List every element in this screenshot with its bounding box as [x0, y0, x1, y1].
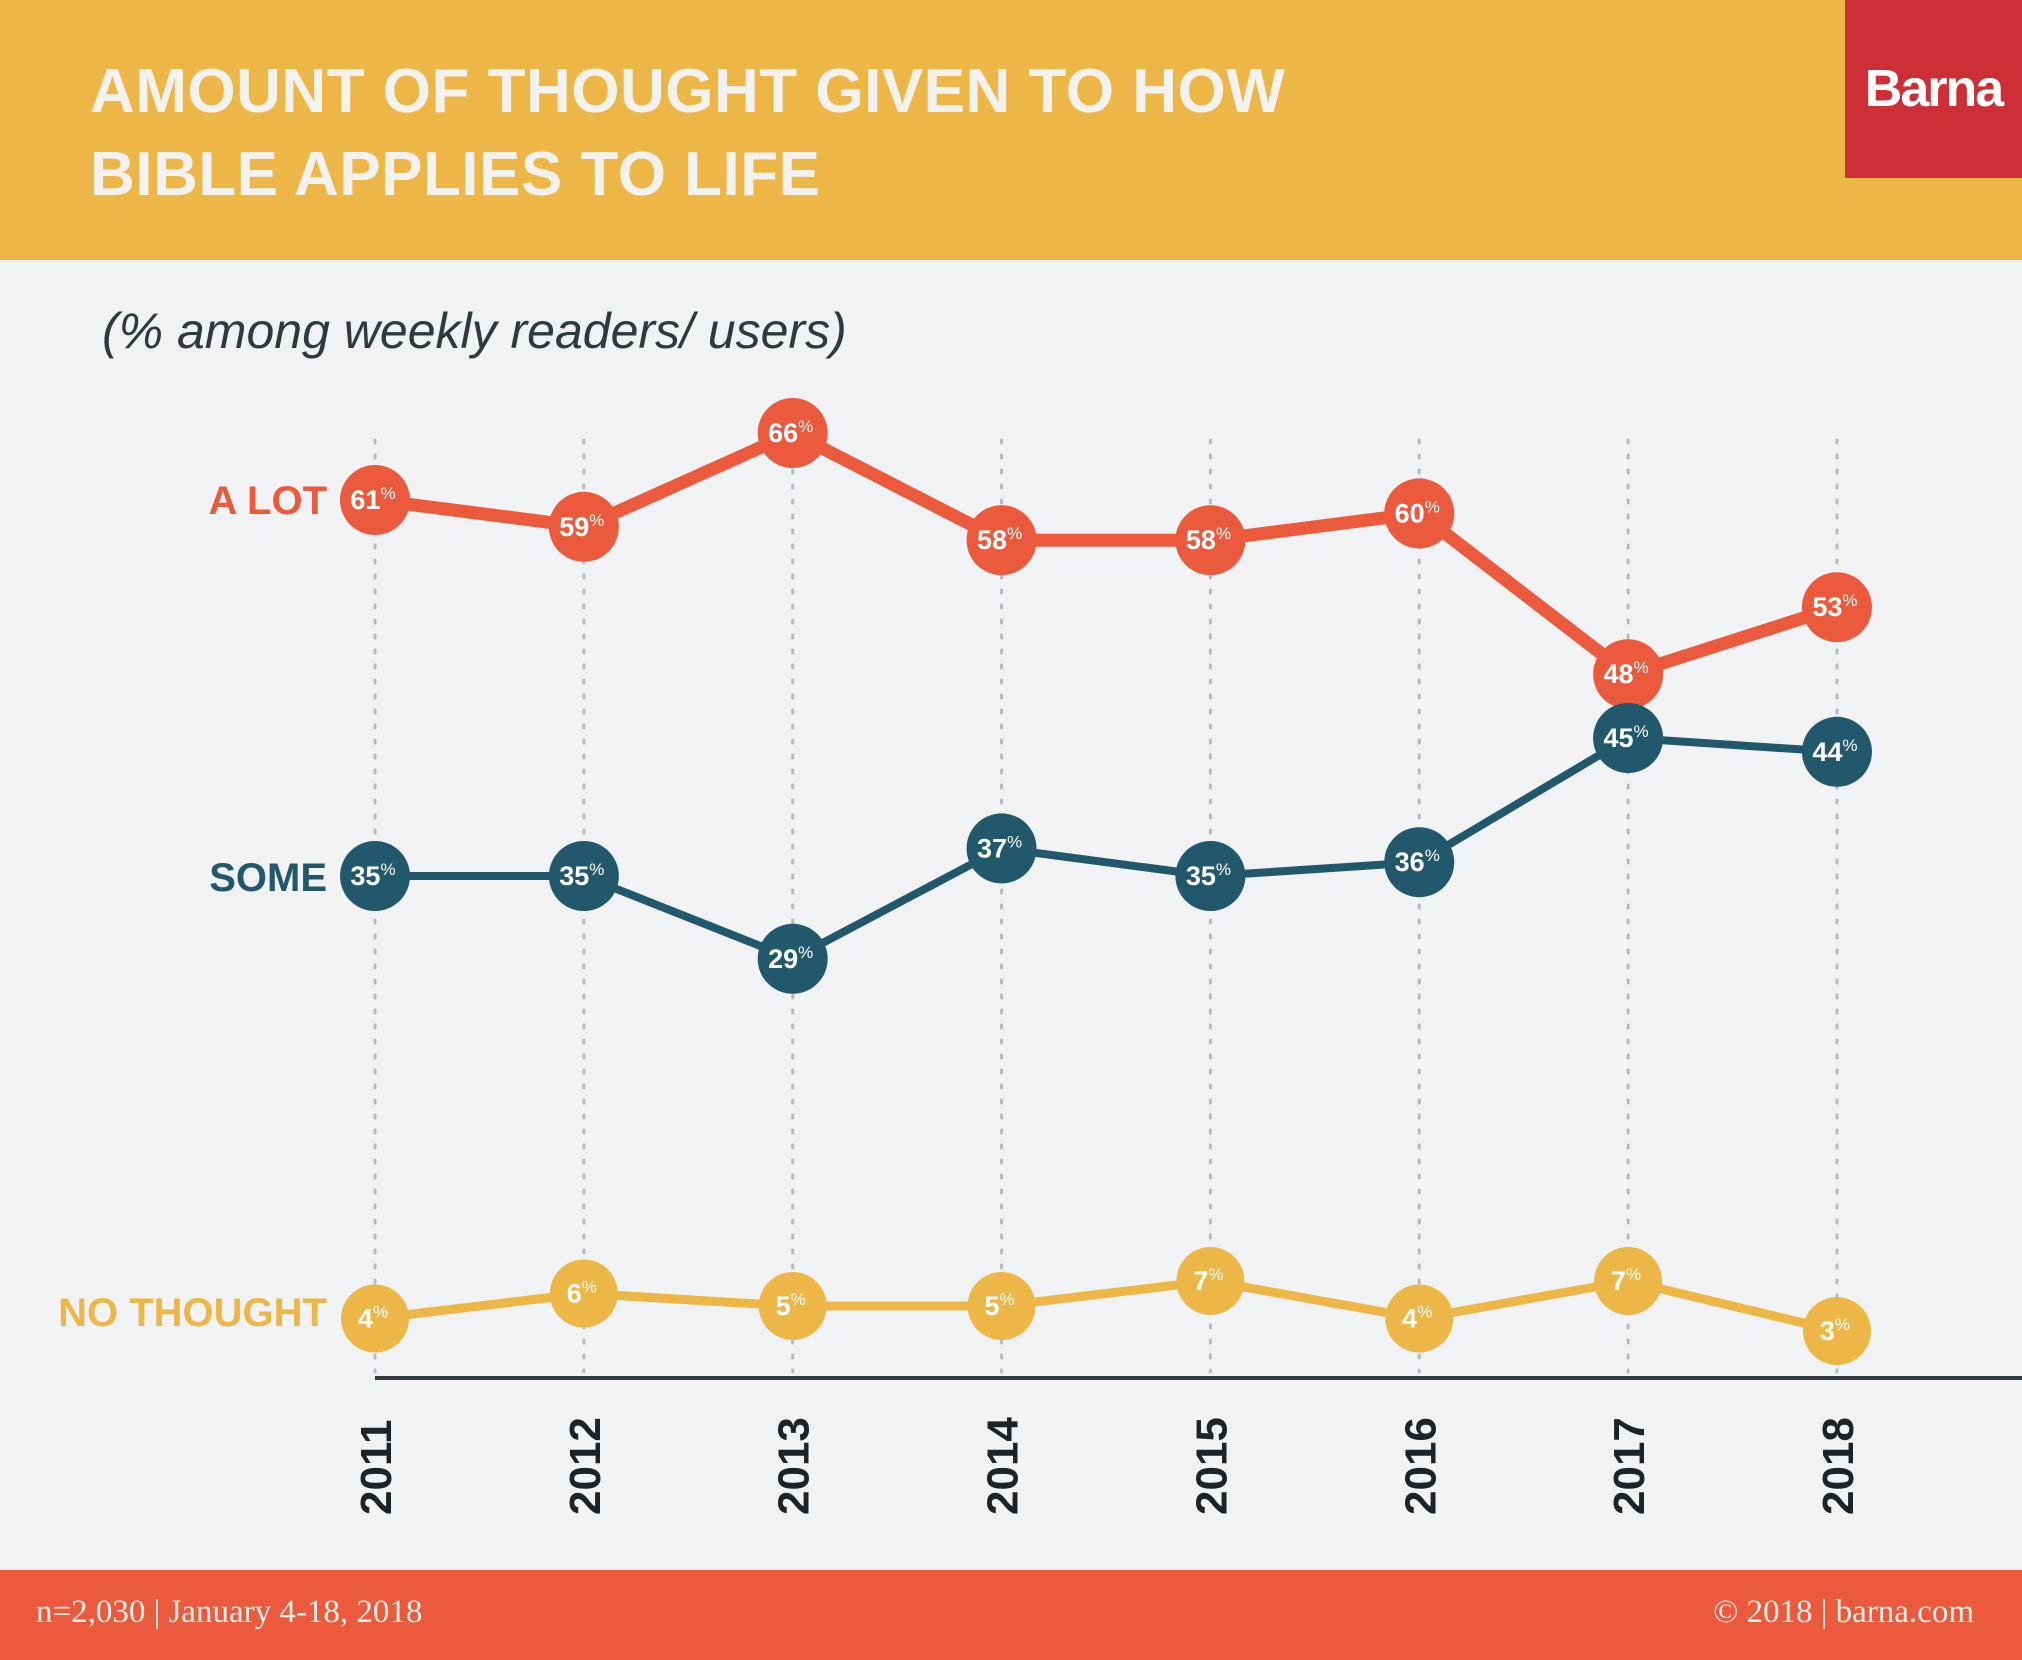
- data-label: 36%: [1395, 846, 1440, 877]
- data-point-some-2015: 35%: [1175, 841, 1246, 911]
- x-tick-2012: 2012: [561, 1417, 610, 1515]
- series-line-no-thought: [374, 1276, 1838, 1336]
- point-marker: [1384, 827, 1455, 898]
- point-marker: [1175, 841, 1246, 911]
- data-label: 53%: [1812, 591, 1857, 622]
- data-point-no-thought-2016: 4%: [1385, 1284, 1454, 1353]
- x-tick-2015: 2015: [1187, 1417, 1236, 1515]
- series-label-no-thought: NO THOUGHT: [58, 1291, 327, 1335]
- data-point-a-lot-2016: 60%: [1384, 478, 1455, 549]
- series-label-some: SOME: [209, 856, 327, 900]
- x-tick-labels: 2011 2012 2013 2014 2015 2016 2017 2018: [352, 1417, 1863, 1515]
- point-marker: [340, 465, 410, 535]
- data-point-a-lot-2012: 59%: [548, 491, 619, 562]
- header-banner: AMOUNT OF THOUGHT GIVEN TO HOW BIBLE APP…: [0, 0, 2022, 260]
- point-marker: [341, 1284, 409, 1353]
- line-chart: 61% 59% 66% 58% 58% 60% 48% 53% 35% 35% 29% 37% 35% 3…: [58, 398, 2022, 1515]
- point-marker: [1802, 1297, 1871, 1365]
- title-line-2: BIBLE APPLIES TO LIFE: [90, 140, 821, 209]
- data-label: 61%: [350, 484, 395, 515]
- data-point-a-lot-2014: 58%: [966, 505, 1037, 576]
- data-label: 48%: [1604, 658, 1649, 689]
- data-point-a-lot-2015: 58%: [1175, 505, 1246, 576]
- x-tick-2018: 2018: [1814, 1417, 1863, 1515]
- data-label: 60%: [1395, 497, 1440, 528]
- data-point-some-2014: 37%: [966, 813, 1037, 884]
- data-point-no-thought-2018: 3%: [1802, 1297, 1871, 1365]
- data-point-some-2012: 35%: [548, 841, 619, 911]
- series-points: 61% 59% 66% 58% 58% 60% 48% 53% 35% 35% 29% 37% 35% 3…: [340, 398, 1872, 1365]
- point-marker: [548, 841, 619, 911]
- data-point-no-thought-2015: 7%: [1176, 1247, 1245, 1315]
- point-marker: [966, 505, 1037, 576]
- series-labels: A LOT SOME NO THOUGHT: [58, 479, 327, 1335]
- data-label: 45%: [1604, 722, 1649, 753]
- point-marker: [1385, 1284, 1454, 1353]
- series-line-some: [375, 734, 1838, 963]
- data-point-some-2011: 35%: [340, 841, 410, 911]
- point-marker: [1593, 703, 1664, 773]
- series-lines: [374, 426, 1839, 1336]
- data-point-no-thought-2011: 4%: [341, 1284, 409, 1353]
- point-marker: [1384, 478, 1455, 549]
- x-tick-2014: 2014: [979, 1417, 1028, 1515]
- point-marker: [1801, 716, 1872, 787]
- data-point-no-thought-2013: 5%: [758, 1272, 827, 1340]
- footer-bar: n=2,030 | January 4-18, 2018 © 2018 | ba…: [0, 1570, 2022, 1660]
- data-point-a-lot-2011: 61%: [340, 465, 410, 535]
- data-point-some-2018: 44%: [1801, 716, 1872, 787]
- point-marker: [548, 491, 619, 562]
- footer-sample-info: n=2,030 | January 4-18, 2018: [36, 1594, 423, 1630]
- barna-logo: Barna: [1845, 0, 2022, 178]
- data-point-some-2016: 36%: [1384, 827, 1455, 898]
- data-point-some-2017: 45%: [1593, 703, 1664, 773]
- series-line-a-lot: [374, 426, 1839, 681]
- data-point-no-thought-2014: 5%: [967, 1272, 1036, 1340]
- data-point-a-lot-2018: 53%: [1801, 572, 1872, 643]
- data-point-no-thought-2017: 7%: [1594, 1247, 1663, 1315]
- point-marker: [1594, 1247, 1663, 1315]
- data-label: 29%: [768, 943, 813, 974]
- chart-subtitle: (% among weekly readers/ users): [102, 303, 847, 359]
- x-tick-2011: 2011: [352, 1420, 401, 1515]
- title-line-1: AMOUNT OF THOUGHT GIVEN TO HOW: [90, 57, 1286, 126]
- point-marker: [1176, 1247, 1245, 1315]
- data-label: 37%: [977, 832, 1022, 863]
- data-label: 35%: [1186, 860, 1231, 891]
- point-marker: [1801, 572, 1872, 643]
- footer-copyright: © 2018 | barna.com: [1713, 1594, 1974, 1630]
- data-point-a-lot-2017: 48%: [1593, 639, 1664, 710]
- chart-title: AMOUNT OF THOUGHT GIVEN TO HOW BIBLE APP…: [90, 50, 1285, 216]
- data-point-a-lot-2013: 66%: [757, 398, 828, 468]
- x-tick-2017: 2017: [1605, 1417, 1654, 1515]
- point-marker: [340, 841, 410, 911]
- point-marker: [758, 1272, 827, 1340]
- series-label-a-lot: A LOT: [209, 479, 328, 523]
- x-tick-2013: 2013: [770, 1417, 819, 1515]
- x-tick-2016: 2016: [1396, 1417, 1445, 1515]
- point-marker: [1175, 505, 1246, 576]
- point-marker: [757, 398, 828, 468]
- point-marker: [757, 923, 828, 994]
- data-point-some-2013: 29%: [757, 923, 828, 994]
- point-marker: [967, 1272, 1036, 1340]
- point-marker: [966, 813, 1037, 884]
- point-marker: [1593, 639, 1664, 710]
- data-point-no-thought-2012: 6%: [549, 1259, 618, 1328]
- point-marker: [549, 1259, 618, 1328]
